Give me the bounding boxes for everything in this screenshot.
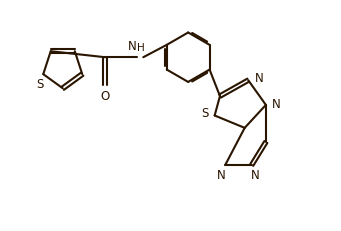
Text: N: N xyxy=(272,98,281,111)
Text: N: N xyxy=(128,40,136,53)
Text: S: S xyxy=(36,78,43,91)
Text: N: N xyxy=(217,169,226,182)
Text: H: H xyxy=(137,43,144,53)
Text: O: O xyxy=(101,90,110,103)
Text: N: N xyxy=(251,169,260,182)
Text: N: N xyxy=(255,72,263,85)
Text: S: S xyxy=(201,107,208,120)
